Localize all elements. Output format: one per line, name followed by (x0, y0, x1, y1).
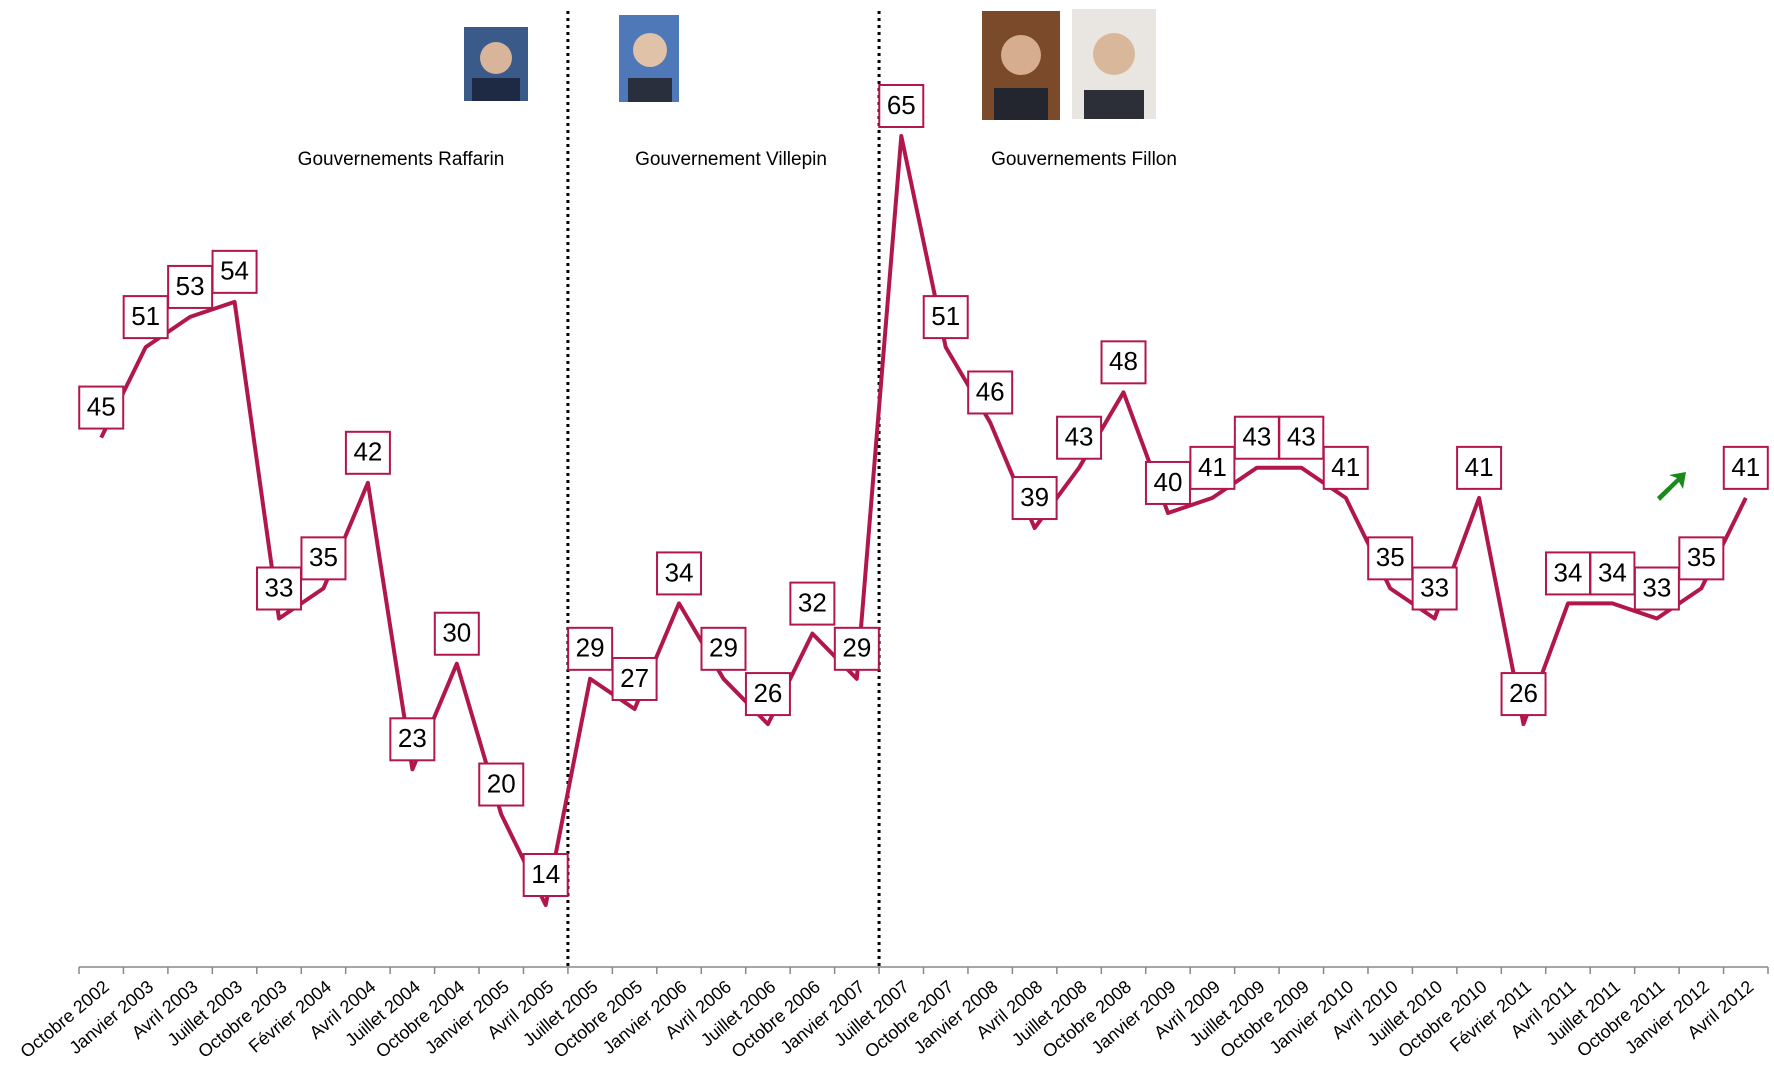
value-label: 20 (487, 768, 516, 798)
value-label: 29 (709, 633, 738, 663)
value-label: 34 (1554, 557, 1583, 587)
value-label: 51 (931, 301, 960, 331)
portrait (464, 27, 528, 101)
value-label: 35 (1376, 542, 1405, 572)
value-label: 51 (131, 301, 160, 331)
value-label: 33 (1642, 572, 1671, 602)
value-label: 14 (531, 859, 560, 889)
portrait (619, 15, 679, 102)
value-label: 53 (176, 271, 205, 301)
value-label: 45 (87, 391, 116, 421)
value-label: 41 (1331, 452, 1360, 482)
value-label: 30 (442, 618, 471, 648)
page: {"chart_data": {"type": "line", "categor… (0, 0, 1774, 1084)
value-label: 39 (1020, 482, 1049, 512)
value-label: 34 (665, 557, 694, 587)
value-label: 54 (220, 256, 249, 286)
value-label: 26 (1509, 678, 1538, 708)
value-label: 65 (887, 90, 916, 120)
value-label: 33 (265, 572, 294, 602)
value-label: 23 (398, 723, 427, 753)
portrait (982, 11, 1060, 120)
chart: Gouvernements Raffarin Gouvernement Vill… (0, 0, 1774, 1084)
value-label: 42 (353, 437, 382, 467)
annotation: Gouvernement Villepin (635, 149, 827, 170)
value-label: 29 (576, 633, 605, 663)
value-label: 34 (1598, 557, 1627, 587)
value-label: 27 (620, 663, 649, 693)
line (101, 136, 1746, 905)
annotation: Gouvernements Raffarin (298, 149, 505, 170)
value-label: 35 (309, 542, 338, 572)
value-label: 26 (753, 678, 782, 708)
portrait (1072, 9, 1156, 119)
trend-arrow (1657, 472, 1686, 501)
value-label: 46 (976, 376, 1005, 406)
value-label: 40 (1153, 467, 1182, 497)
value-label: 41 (1465, 452, 1494, 482)
value-label: 43 (1287, 422, 1316, 452)
value-label: 29 (842, 633, 871, 663)
value-label: 35 (1687, 542, 1716, 572)
value-label: 41 (1198, 452, 1227, 482)
annotation: Gouvernements Fillon (991, 149, 1177, 170)
value-label: 32 (798, 587, 827, 617)
value-label: 43 (1242, 422, 1271, 452)
value-label: 48 (1109, 346, 1138, 376)
value-label: 43 (1065, 422, 1094, 452)
value-label: 33 (1420, 572, 1449, 602)
value-label: 41 (1731, 452, 1760, 482)
